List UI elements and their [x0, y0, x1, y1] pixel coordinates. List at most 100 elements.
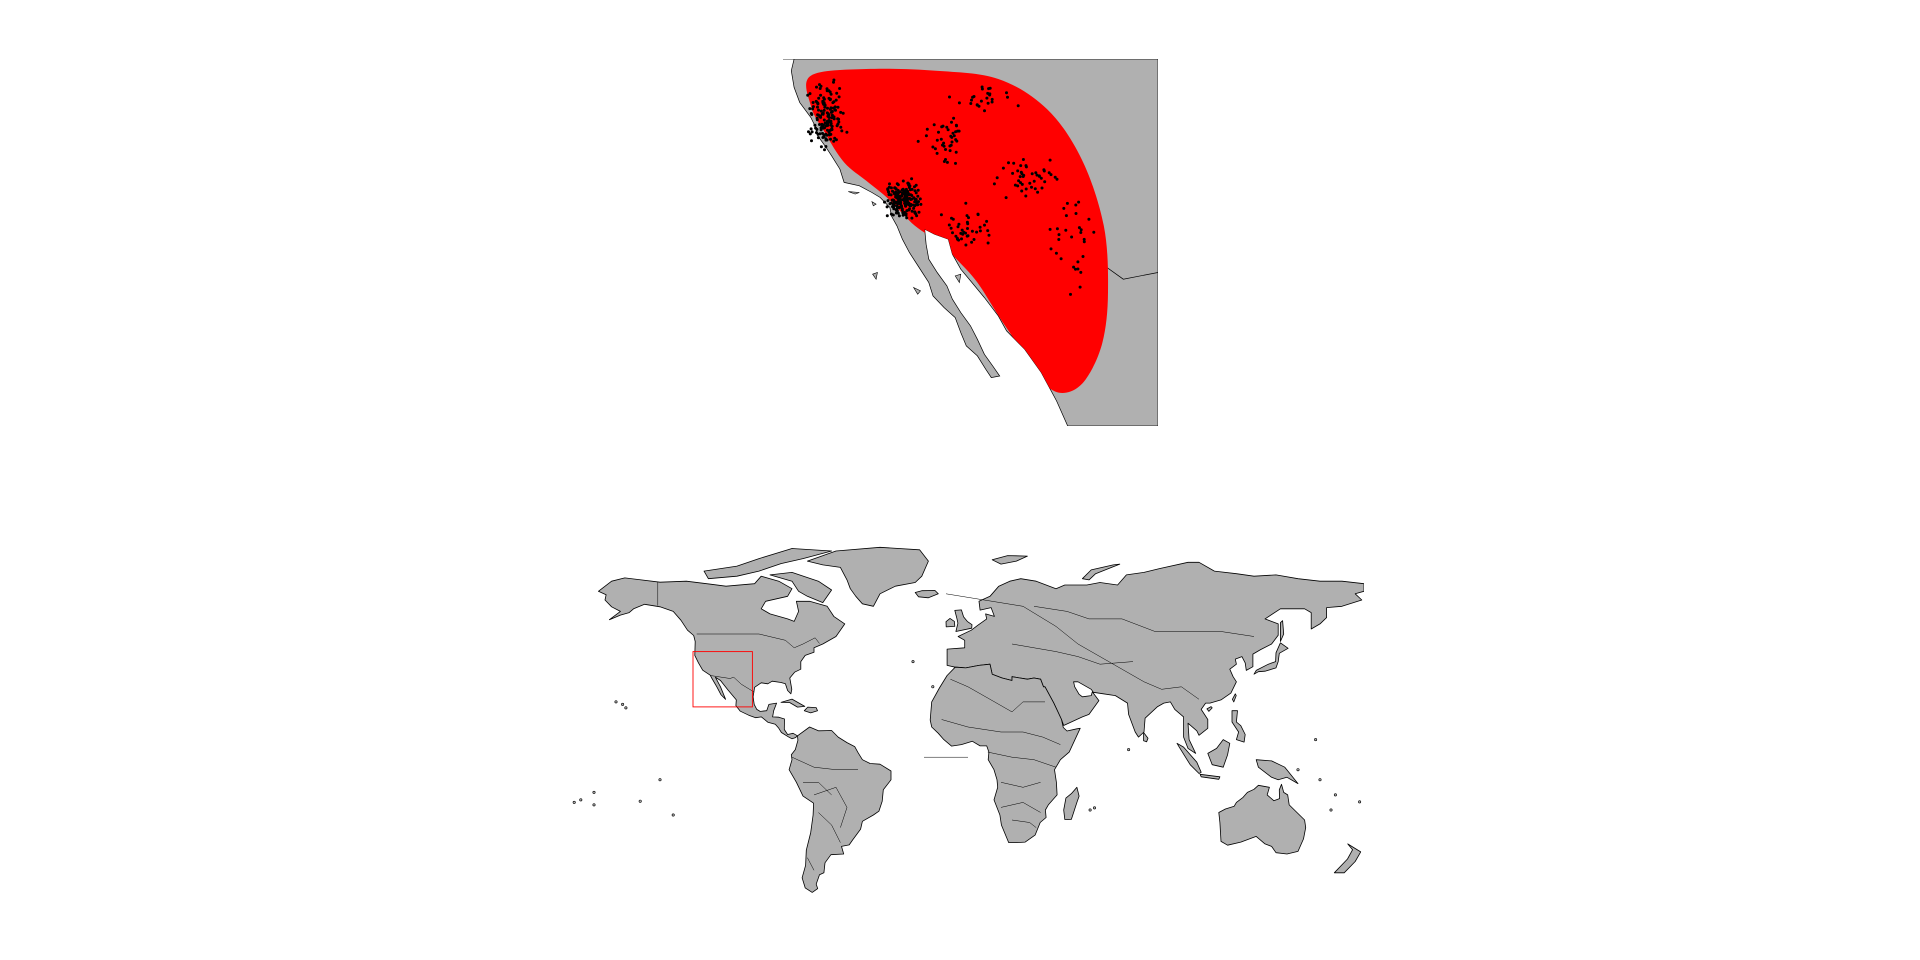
occurrence-point [908, 188, 912, 192]
occurrence-point [1020, 182, 1024, 186]
occurrence-point [1048, 158, 1052, 162]
occurrence-point [919, 202, 923, 206]
occurrence-point [948, 95, 951, 99]
occurrence-point [809, 127, 813, 131]
hainan-land [1206, 706, 1213, 712]
occurrence-point [1055, 177, 1059, 181]
inset-map [783, 59, 1158, 426]
occurrence-point [977, 104, 981, 108]
occurrence-point [826, 106, 829, 110]
occurrence-point [823, 105, 827, 109]
occurrence-point [810, 139, 813, 143]
occurrence-point [808, 132, 812, 136]
occurrence-point [983, 109, 986, 113]
occurrence-point [889, 212, 893, 216]
occurrence-point [970, 98, 973, 102]
occurrence-point [885, 205, 889, 209]
island-dot [572, 800, 576, 804]
occurrence-point [931, 145, 935, 149]
occurrence-point [825, 133, 829, 137]
inset-map-canvas [783, 59, 1158, 426]
occurrence-point [957, 222, 961, 226]
occurrence-point [833, 108, 837, 112]
occurrence-point [819, 126, 823, 130]
occurrence-point [835, 91, 839, 95]
occurrence-point [937, 130, 940, 134]
occurrence-point [899, 204, 903, 208]
occurrence-point [814, 126, 818, 130]
island [848, 191, 860, 195]
baffin-land [769, 571, 833, 603]
occurrence-point [941, 124, 945, 128]
occurrence-point [823, 148, 826, 152]
occurrence-point [935, 138, 939, 142]
island [954, 273, 962, 284]
occurrence-point [986, 101, 990, 105]
species-range [806, 68, 1109, 393]
occurrence-point [904, 213, 908, 217]
occurrence-point [945, 160, 949, 164]
occurrence-point [900, 207, 904, 211]
occurrence-point [886, 199, 890, 203]
occurrence-point [939, 137, 943, 141]
occurrence-point [806, 93, 810, 97]
occurrence-point [1069, 292, 1072, 296]
occurrence-point [896, 192, 900, 196]
occurrence-point [819, 109, 823, 113]
occurrence-point [1059, 257, 1063, 261]
occurrence-point [1030, 172, 1034, 176]
occurrence-point [1053, 175, 1057, 179]
occurrence-point [827, 89, 831, 93]
occurrence-point [827, 96, 831, 100]
occurrence-point [907, 208, 911, 212]
occurrence-point [1040, 186, 1044, 190]
occurrence-point [893, 186, 897, 190]
occurrence-point [948, 149, 952, 153]
occurrence-point [1034, 171, 1038, 175]
occurrence-point [904, 190, 908, 194]
occurrence-point [840, 129, 844, 133]
occurrence-point [912, 196, 916, 200]
occurrence-point [832, 139, 836, 143]
occurrence-point [910, 177, 914, 181]
occurrence-point [813, 123, 817, 127]
occurrence-point [1079, 231, 1083, 234]
occurrence-point [905, 216, 909, 220]
occurrence-point [1019, 164, 1023, 168]
island [912, 286, 921, 295]
occurrence-point [957, 129, 961, 133]
occurrence-point [837, 95, 841, 99]
occurrence-point [972, 238, 976, 241]
occurrence-point [1074, 212, 1078, 215]
australia-land [1218, 783, 1307, 855]
occurrence-point [925, 127, 929, 131]
occurrence-point [901, 213, 905, 217]
occurrence-point [822, 102, 826, 106]
occurrence-point [1076, 267, 1080, 271]
country-border [941, 719, 1061, 745]
island-dot [579, 798, 583, 802]
occurrence-point [1016, 184, 1020, 188]
country-border [696, 633, 820, 649]
eurasia-land [946, 561, 1364, 754]
occurrence-point [1079, 228, 1083, 232]
occurrence-point [916, 139, 920, 143]
occurrence-point [939, 213, 943, 217]
philippines-land [1231, 710, 1246, 743]
occurrence-point [1074, 267, 1077, 271]
occurrence-point [1065, 201, 1069, 205]
island-dot [1088, 808, 1092, 812]
occurrence-point [951, 231, 954, 235]
occurrence-point [1024, 164, 1028, 168]
occurrence-point [957, 101, 961, 105]
occurrence-point [949, 226, 953, 230]
indonesia-land [1176, 742, 1202, 774]
island-dot [592, 803, 596, 807]
occurrence-point [987, 87, 991, 91]
occurrence-point [1024, 187, 1028, 191]
occurrence-point [959, 231, 963, 235]
occurrence-point [966, 227, 969, 230]
sri-lanka-land [1143, 732, 1149, 743]
occurrence-point [825, 87, 829, 91]
